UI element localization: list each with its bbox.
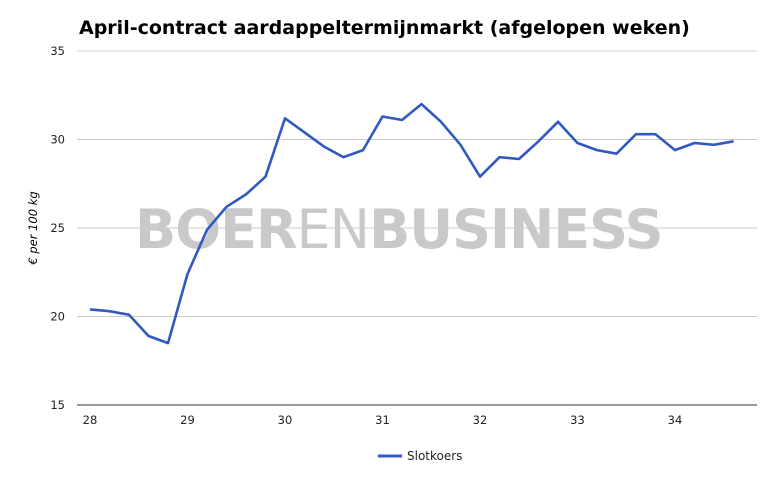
y-tick-label: 15	[50, 398, 65, 412]
watermark: BOERENBUSINESS	[135, 198, 664, 261]
series-group	[89, 102, 734, 345]
x-tick-label: 29	[180, 413, 195, 427]
x-tick-label: 33	[570, 413, 585, 427]
x-tick-label: 28	[83, 413, 98, 427]
watermark-part2: EN	[297, 198, 370, 261]
y-axis-label: € per 100 kg	[26, 191, 40, 265]
y-tick-label: 35	[50, 44, 65, 58]
watermark-part3: BUSINESS	[369, 198, 662, 261]
legend[interactable]: Slotkoers	[378, 449, 462, 463]
watermark-part1: BOER	[135, 198, 297, 261]
x-tick-labels: 28 29 30 31 32 33 34	[83, 413, 683, 427]
x-tick-label: 30	[278, 413, 293, 427]
x-tick-label: 32	[473, 413, 488, 427]
x-tick-label: 31	[375, 413, 390, 427]
grid	[77, 50, 757, 406]
legend-label: Slotkoers	[407, 449, 462, 463]
chart-title: April-contract aardappeltermijnmarkt (af…	[79, 17, 690, 39]
y-tick-label: 20	[50, 310, 65, 324]
y-tick-label: 25	[50, 221, 65, 235]
x-tick-label: 34	[668, 413, 683, 427]
svg-text:BOERENBUSINESS: BOERENBUSINESS	[135, 198, 663, 261]
y-tick-labels: 15 20 25 30 35	[50, 44, 65, 412]
y-tick-label: 30	[50, 133, 65, 147]
series-line-slotkoers[interactable]	[89, 102, 734, 345]
